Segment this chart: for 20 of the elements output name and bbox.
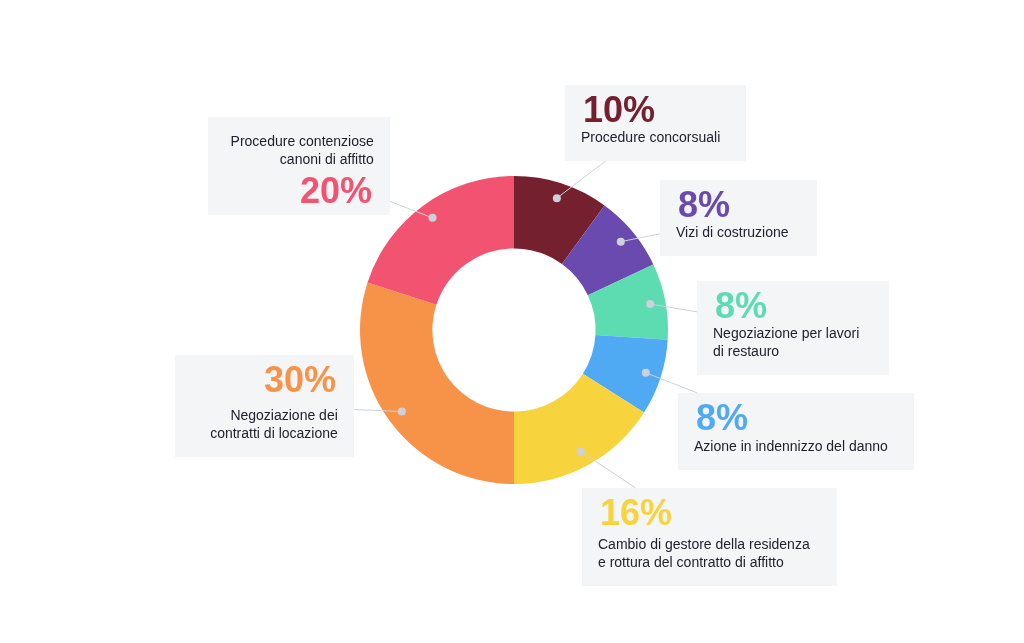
data-label: 8% (715, 285, 768, 326)
donut-slice (587, 264, 668, 340)
data-label: 30% (264, 359, 337, 400)
data-label: 8% (678, 184, 731, 225)
slice-label: Negoziazione dei contratti di locazione (210, 406, 338, 441)
data-label: 10% (583, 89, 656, 130)
donut-slice (514, 373, 645, 484)
slice-label: Vizi di costruzione (676, 224, 789, 240)
donut-slice (360, 282, 514, 484)
slice-label: Cambio di gestore della residenza e rottura del contratto di affitto (598, 535, 810, 570)
slice-label: Azione in indennizzo del danno (694, 438, 889, 454)
data-label: 8% (696, 397, 749, 438)
slice-label: Procedure concorsuali (581, 129, 721, 145)
slice-label: Procedure contenziose canoni di affitto (230, 133, 374, 168)
slice-label: Negoziazione per lavori di restauro (713, 324, 860, 359)
donut-slice (514, 176, 605, 264)
data-label: 16% (600, 492, 673, 533)
donut-slice (561, 205, 654, 296)
donut-slice (582, 335, 668, 413)
data-label: 20% (300, 170, 373, 211)
